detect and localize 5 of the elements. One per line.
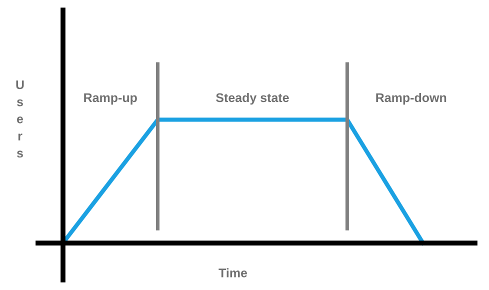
x-axis-title: Time [218,268,248,278]
text: Steady state [216,92,289,105]
y-axis-title: Users [16,80,24,158]
text: Ramp-down [376,92,446,105]
text: Ramp-up [84,93,137,105]
